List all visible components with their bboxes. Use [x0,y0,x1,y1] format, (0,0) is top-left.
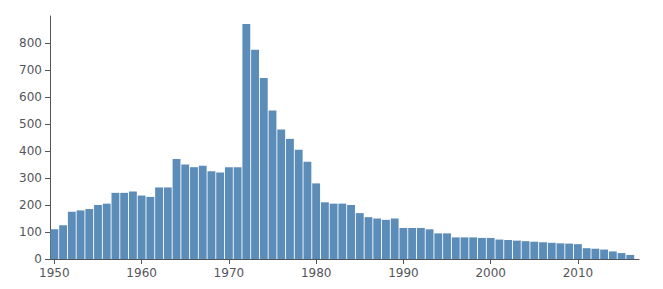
svg-text:1950: 1950 [39,266,70,280]
svg-text:1990: 1990 [388,266,419,280]
svg-text:1970: 1970 [214,266,245,280]
svg-text:300: 300 [19,171,42,185]
svg-text:2010: 2010 [563,266,594,280]
svg-text:2000: 2000 [475,266,506,280]
svg-text:500: 500 [19,117,42,131]
svg-text:1960: 1960 [126,266,157,280]
svg-text:1980: 1980 [301,266,332,280]
svg-text:200: 200 [19,198,42,212]
svg-text:400: 400 [19,144,42,158]
svg-text:600: 600 [19,90,42,104]
svg-text:700: 700 [19,63,42,77]
svg-text:100: 100 [19,225,42,239]
svg-text:800: 800 [19,36,42,50]
svg-text:0: 0 [34,252,42,266]
